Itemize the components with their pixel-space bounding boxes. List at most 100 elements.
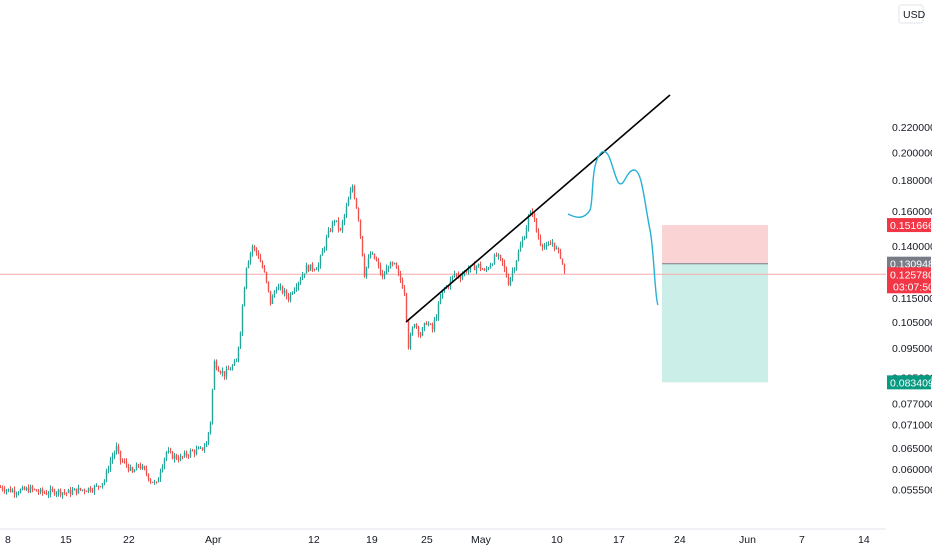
- candles: [0, 184, 566, 499]
- candle-body: [389, 262, 392, 269]
- candle-body: [423, 322, 426, 328]
- candle-body: [453, 273, 456, 277]
- candle-body: [19, 489, 22, 493]
- candle-body: [371, 253, 374, 255]
- candle: [29, 484, 32, 494]
- candle-body: [427, 323, 430, 325]
- candle: [411, 326, 414, 336]
- candle-body: [7, 488, 10, 491]
- candle-body: [247, 261, 250, 268]
- candle-body: [43, 492, 46, 494]
- candle: [365, 266, 368, 279]
- candle: [217, 366, 220, 372]
- candle-body: [405, 293, 408, 321]
- candle: [475, 265, 478, 274]
- candle: [71, 486, 74, 496]
- candle-body: [513, 268, 516, 271]
- candle-body: [403, 288, 406, 294]
- candle-body: [25, 487, 28, 490]
- candle-body: [177, 458, 180, 460]
- candle-body: [137, 464, 140, 466]
- candle: [129, 464, 132, 472]
- candle: [359, 219, 362, 239]
- candle-body: [5, 490, 8, 492]
- candle: [523, 235, 526, 241]
- candle-body: [305, 265, 308, 274]
- candle-body: [311, 264, 314, 270]
- candle: [339, 227, 342, 232]
- candle-body: [91, 490, 94, 492]
- candle: [67, 488, 70, 494]
- candle-body: [119, 450, 122, 461]
- candle: [435, 314, 438, 322]
- candle-body: [447, 286, 450, 288]
- candle-body: [185, 452, 188, 456]
- candle: [49, 485, 52, 498]
- candle-body: [537, 231, 540, 238]
- candle: [391, 261, 394, 267]
- candle-body: [317, 265, 320, 269]
- candle-body: [237, 347, 240, 362]
- candle-body: [67, 489, 70, 494]
- candle-body: [377, 260, 380, 266]
- candle: [499, 254, 502, 262]
- candle-body: [397, 268, 400, 273]
- candle: [355, 197, 358, 209]
- candle: [395, 262, 398, 269]
- target-bottom-tag-box: [887, 375, 931, 390]
- candle-body: [183, 452, 186, 457]
- candle: [373, 253, 376, 260]
- candle: [429, 323, 432, 325]
- candle: [87, 487, 90, 494]
- candle-body: [457, 274, 460, 277]
- candle: [505, 266, 508, 278]
- candle-body: [93, 485, 96, 492]
- candle: [405, 292, 408, 323]
- candle: [421, 326, 424, 337]
- candle: [513, 267, 516, 274]
- candle-body: [241, 306, 244, 333]
- trendline: [405, 94, 671, 323]
- candle: [109, 456, 112, 473]
- candle-body: [253, 246, 256, 249]
- time-tick-label: 17: [613, 534, 625, 546]
- candle-body: [61, 492, 64, 495]
- candle-body: [429, 323, 432, 325]
- candle: [311, 262, 314, 272]
- candle-body: [223, 371, 226, 377]
- candle-body: [147, 473, 150, 480]
- candle-body: [401, 280, 404, 289]
- candle: [119, 450, 122, 465]
- candle-body: [439, 297, 442, 304]
- candle: [309, 264, 312, 271]
- candle-body: [473, 264, 476, 271]
- candle-body: [409, 334, 412, 348]
- candle-body: [369, 253, 372, 259]
- candle: [169, 447, 172, 454]
- candle: [561, 258, 564, 265]
- candle-body: [45, 492, 48, 495]
- price-tick-label: 0.055500: [892, 485, 932, 497]
- candle: [215, 359, 218, 371]
- candle-body: [65, 492, 68, 494]
- candle-body: [211, 389, 214, 423]
- candle: [167, 447, 170, 454]
- candle: [387, 265, 390, 273]
- candle-body: [37, 491, 40, 493]
- candle-body: [167, 450, 170, 453]
- candle-body: [287, 296, 290, 301]
- candle: [131, 466, 134, 474]
- candle: [491, 263, 494, 267]
- candle-body: [301, 275, 304, 280]
- candle: [347, 196, 350, 207]
- candle: [283, 287, 286, 297]
- candle: [137, 463, 140, 468]
- candle: [165, 451, 168, 462]
- candle-body: [127, 465, 130, 471]
- candle-body: [101, 483, 104, 487]
- candle: [121, 458, 124, 463]
- candle: [299, 276, 302, 286]
- candle: [327, 227, 330, 238]
